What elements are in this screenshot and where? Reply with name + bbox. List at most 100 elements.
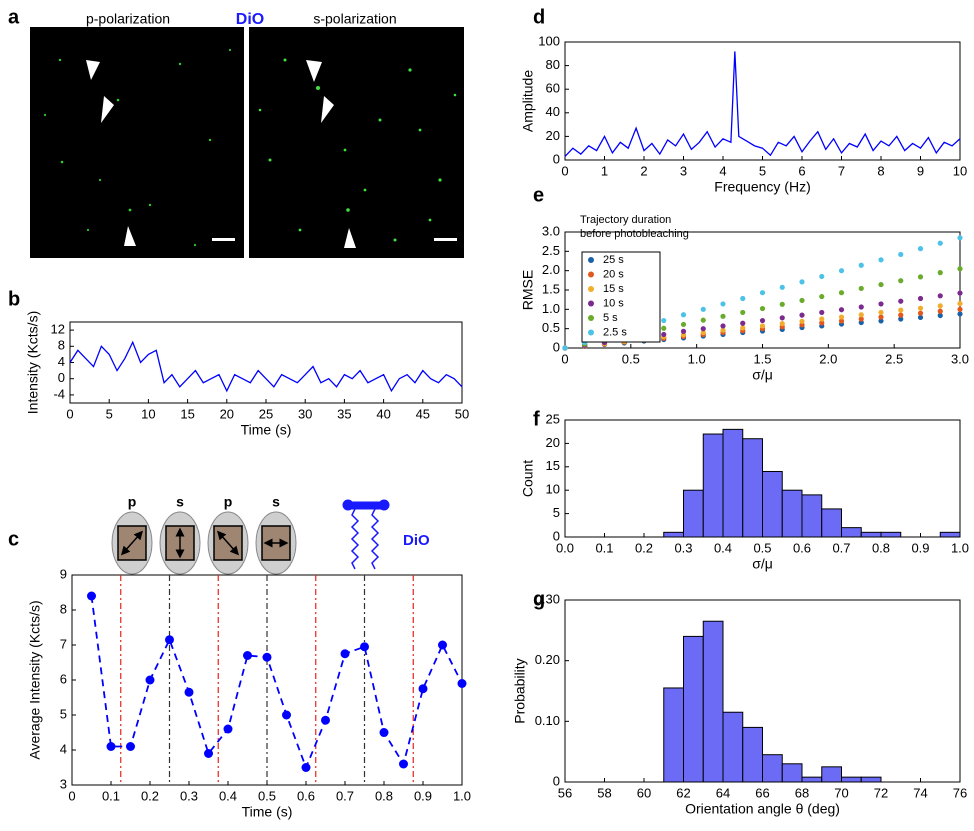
plot-frame [69, 321, 463, 404]
x-tick-label: 0.9 [911, 540, 929, 555]
data-point [759, 317, 766, 324]
data-point [720, 327, 726, 333]
panel-letter: a [8, 6, 20, 28]
data-point [700, 306, 706, 312]
data-point [917, 314, 924, 321]
data-point [301, 763, 311, 772]
histogram-bar [683, 635, 704, 783]
y-axis-label: RMSE [520, 270, 536, 310]
y-tick-label: 4 [58, 354, 65, 369]
histogram-bar [702, 433, 724, 538]
data-point [740, 320, 746, 326]
x-tick-label: 60 [637, 785, 651, 800]
data-point [740, 325, 746, 331]
data-point [937, 308, 943, 314]
icon-label: p [224, 494, 233, 510]
image-title: DiO [236, 11, 264, 28]
data-point [661, 331, 667, 338]
legend-label: 10 s [603, 297, 624, 309]
data-point [858, 304, 864, 310]
x-tick-label: 0.8 [375, 788, 393, 803]
y-tick-label: 0 [553, 339, 560, 354]
data-point [917, 274, 924, 280]
y-tick-label: 0 [58, 370, 65, 385]
y-tick-label: 5 [60, 706, 67, 721]
data-point [799, 297, 805, 304]
data-point [184, 687, 194, 697]
data-point [87, 591, 96, 601]
panel-letter: d [533, 6, 545, 28]
histogram-bar [860, 531, 882, 538]
data-point [282, 710, 291, 720]
y-axis-label: Intensity (Kcts/s) [25, 311, 41, 414]
histogram-bar [742, 438, 763, 538]
data-point [740, 295, 746, 302]
data-point [878, 314, 884, 320]
panel-letter: c [8, 528, 19, 550]
data-point [700, 317, 706, 323]
data-point [165, 635, 174, 645]
y-tick-label: 80 [546, 57, 560, 72]
data-point [243, 651, 252, 660]
x-tick-label: 2.0 [819, 351, 837, 366]
x-tick-label: 0.3 [674, 540, 692, 555]
legend-marker [588, 257, 594, 263]
x-tick-label: 0.6 [793, 540, 811, 555]
y-tick-label: 0.20 [535, 652, 560, 667]
data-point [878, 281, 884, 288]
y-axis-label: Amplitude [520, 70, 536, 132]
y-tick-label: 2.5 [542, 243, 560, 258]
y-tick-label: 0 [553, 528, 560, 543]
data-point [321, 715, 330, 725]
data-point [878, 309, 884, 316]
y-tick-label: 1.5 [542, 281, 560, 296]
data-point [799, 312, 805, 318]
y-axis-label: Average Intensity (Kcts/s) [27, 600, 43, 759]
x-axis-label: Orientation angle θ (deg) [685, 801, 840, 817]
panel-letter: f [533, 408, 540, 430]
data-point [340, 649, 350, 659]
y-tick-label: 0.5 [542, 320, 560, 335]
histogram-bar [762, 754, 783, 783]
x-tick-label: 3.0 [951, 351, 969, 366]
histogram-bar [860, 776, 882, 783]
x-tick-label: 68 [795, 785, 809, 800]
histogram-bar [722, 711, 744, 783]
data-point [759, 323, 766, 329]
x-tick-label: 35 [337, 406, 351, 421]
data-point [145, 675, 155, 685]
data-line [69, 340, 463, 393]
data-point [223, 724, 233, 734]
y-tick-label: 10 [546, 482, 560, 497]
data-point [898, 298, 904, 304]
histogram-bar [781, 763, 803, 783]
x-axis-label: Time (s) [241, 422, 292, 438]
histogram-bar [683, 489, 704, 538]
image-title: s-polarization [313, 11, 396, 27]
x-tick-label: 0.0 [556, 540, 574, 555]
data-point [680, 328, 687, 334]
y-tick-label: 8 [60, 601, 67, 616]
data-point [661, 325, 667, 331]
data-point [126, 742, 135, 751]
data-point [878, 318, 884, 324]
x-tick-label: 74 [913, 785, 927, 800]
x-tick-label: 0.2 [635, 540, 653, 555]
data-point [957, 306, 963, 312]
x-tick-label: 1.0 [951, 540, 969, 555]
legend-label: 2.5 s [603, 326, 627, 338]
x-tick-label: 0.9 [414, 788, 432, 803]
x-tick-label: 64 [716, 785, 730, 800]
x-tick-label: 76 [953, 785, 967, 800]
data-point [799, 318, 805, 324]
histogram-bar [663, 531, 684, 538]
x-tick-label: 0.1 [595, 540, 613, 555]
histogram-bar [663, 687, 684, 783]
legend-marker [588, 315, 594, 321]
x-tick-label: 0 [68, 788, 75, 803]
histogram-bar [702, 620, 724, 783]
x-tick-label: 0.3 [180, 788, 198, 803]
x-tick-label: 0.6 [297, 788, 315, 803]
data-point [720, 301, 726, 307]
